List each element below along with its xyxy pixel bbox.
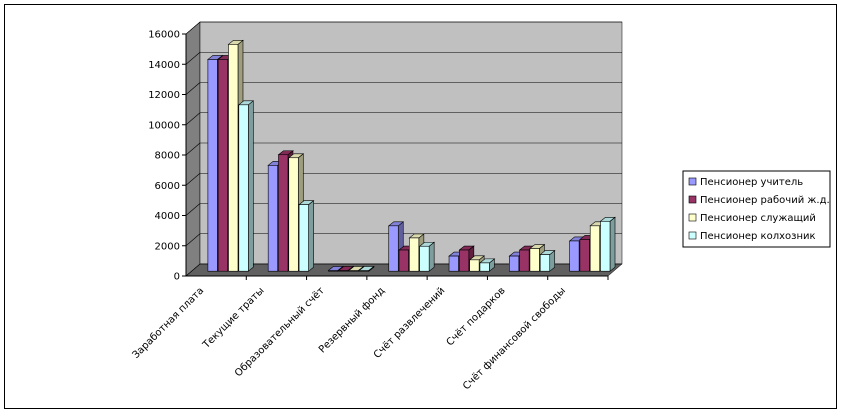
y-tick-label: 10000	[148, 120, 180, 131]
y-tick-label: 2000	[155, 241, 180, 252]
bar-front	[207, 59, 218, 272]
bar	[237, 100, 255, 272]
bar-front	[278, 154, 289, 272]
legend-label: Пенсионер учитель	[700, 177, 803, 188]
bar-front	[228, 44, 239, 272]
bar	[418, 241, 436, 272]
gridline-side	[185, 173, 201, 186]
bar	[298, 200, 315, 272]
y-tick-label: 8000	[155, 151, 180, 162]
bar-front	[359, 270, 370, 272]
bar-front	[348, 270, 359, 272]
y-tick-label: 0	[174, 272, 180, 283]
legend-label: Пенсионер рабочий ж.д.	[700, 195, 830, 206]
x-tick-label: Счёт финансовой свободы	[461, 285, 568, 392]
legend-swatch	[688, 177, 697, 186]
bar-front	[600, 220, 611, 272]
bar-front	[238, 104, 249, 272]
bar-front	[409, 237, 420, 272]
bar	[358, 265, 375, 272]
bar-front	[328, 270, 339, 272]
bar-front	[579, 239, 590, 272]
bar-front	[448, 255, 459, 272]
y-tick-label: 14000	[148, 60, 180, 71]
gridline-side	[185, 203, 201, 216]
bar-front	[509, 255, 520, 272]
y-tick-label: 16000	[148, 30, 180, 41]
bar-front	[479, 262, 490, 272]
bar-front	[569, 240, 580, 272]
gridline-side	[185, 82, 201, 95]
bar	[479, 258, 496, 272]
bar-front	[419, 245, 430, 272]
legend-swatch	[688, 195, 697, 204]
bar-front	[539, 254, 551, 272]
axes	[182, 33, 609, 280]
bar-front	[338, 270, 349, 272]
legend-label: Пенсионер колхозник	[700, 231, 816, 242]
legend: Пенсионер учитель Пенсионер рабочий ж.д. П…	[682, 170, 831, 248]
y-tick-labels: 0 2000 4000 6000 8000 10000 12000 14000 16000	[148, 30, 180, 283]
gridline-side	[185, 233, 201, 246]
bar	[539, 249, 556, 272]
bar-front	[519, 249, 530, 272]
bar-front	[288, 157, 299, 272]
y-tick-label: 6000	[155, 181, 180, 192]
gridline-side	[185, 21, 201, 35]
bar	[599, 216, 616, 272]
legend-swatch	[688, 213, 697, 222]
bar-front	[388, 225, 399, 272]
legend-box	[682, 170, 831, 248]
x-tick-label: Текущие траты	[200, 285, 266, 351]
bar-front	[469, 259, 480, 272]
bars	[207, 39, 616, 272]
legend-swatch	[688, 231, 697, 240]
gridline-side	[185, 52, 201, 65]
x-tick-label: Счёт подарков	[445, 285, 508, 348]
bar-side	[308, 200, 314, 272]
gridline-side	[185, 263, 201, 277]
chart-frame: 0 2000 4000 6000 8000 10000 12000 14000 16000 За…	[4, 4, 837, 409]
bar-front	[459, 249, 470, 272]
gridline-side	[185, 142, 201, 156]
bar-chart: 0 2000 4000 6000 8000 10000 12000 14000 16000 За…	[131, 21, 831, 392]
bar-front	[217, 59, 228, 272]
bar-front	[529, 248, 540, 272]
y-tick-label: 4000	[155, 211, 180, 222]
bar-front	[589, 225, 601, 272]
bar-front	[398, 249, 409, 272]
x-tick-label: Заработная плата	[131, 285, 207, 361]
bar-side	[428, 241, 435, 272]
y-tick-label: 12000	[148, 90, 180, 101]
legend-label: Пенсионер служащий	[700, 213, 816, 224]
bar-front	[298, 204, 309, 272]
bar-side	[247, 100, 254, 272]
x-tick-label: Резервный фонд	[317, 285, 387, 355]
gridline-side	[185, 112, 201, 125]
bar-front	[267, 165, 278, 272]
bar-side	[609, 216, 616, 272]
